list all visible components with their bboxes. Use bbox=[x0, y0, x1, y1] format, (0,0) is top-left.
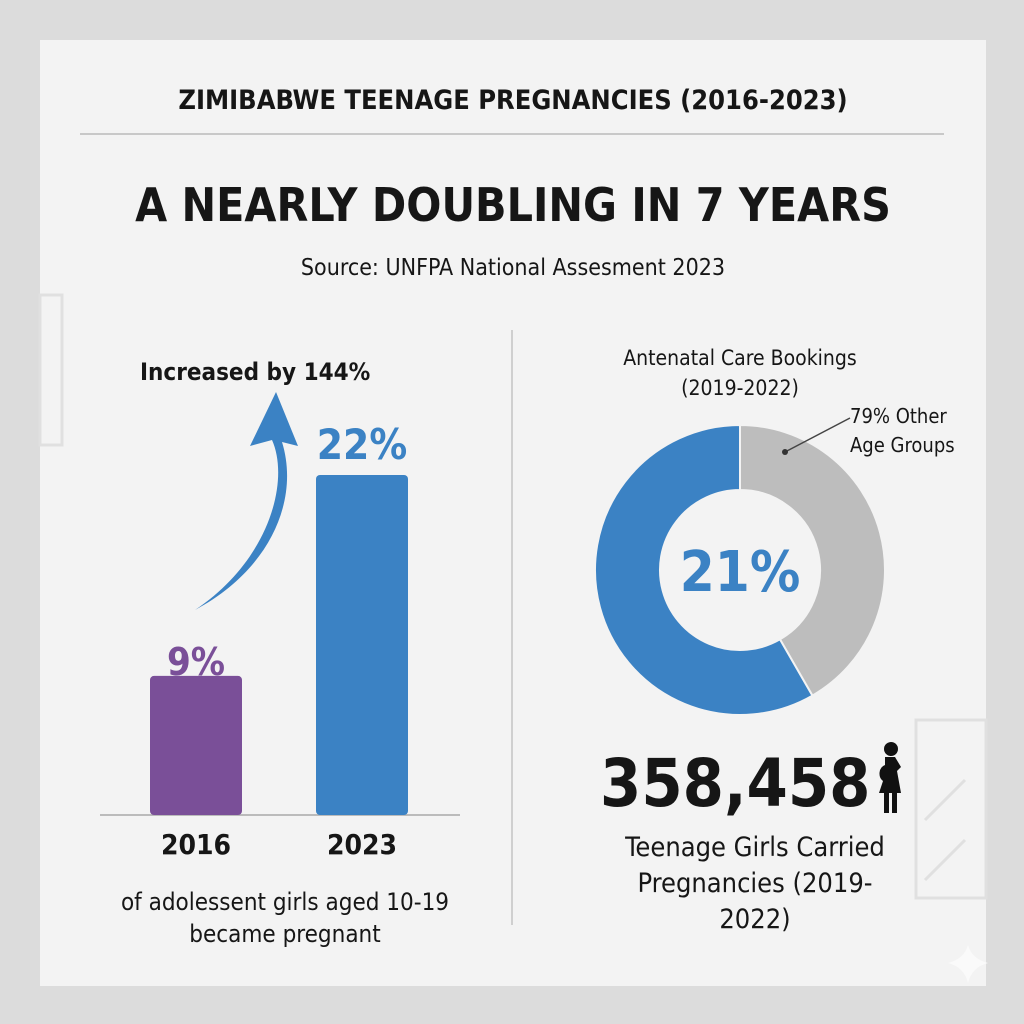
donut-center-value: 21% bbox=[679, 540, 801, 605]
leader-line bbox=[784, 417, 851, 453]
headline: A NEARLY DOUBLING IN 7 YEARS bbox=[135, 178, 891, 232]
donut-title: Antenatal Care Bookings (2019-2022) bbox=[623, 346, 857, 400]
bar-caption: of adolessent girls aged 10-19 became pr… bbox=[120, 888, 450, 948]
donut-other-label: 79% Other Age Groups bbox=[850, 404, 955, 457]
sparkle-icon bbox=[948, 945, 988, 983]
x-tick-2016: 2016 bbox=[160, 828, 232, 861]
increase-arrow-icon bbox=[195, 392, 298, 610]
page-title: ZIMIBABWE TEENAGE PREGNANCIES (2016-2023… bbox=[178, 85, 848, 116]
pregnant-woman-icon bbox=[879, 742, 901, 813]
leader-dot bbox=[782, 449, 788, 455]
bar-label-2016: 9% bbox=[166, 640, 226, 684]
x-tick-2023: 2023 bbox=[326, 828, 398, 861]
stat-number: 358,458 bbox=[600, 745, 871, 822]
bar-label-2023: 22% bbox=[316, 420, 408, 469]
increase-annotation: Increased by 144% bbox=[140, 358, 371, 386]
decorative-pattern bbox=[38, 293, 988, 900]
donut-slice-teen bbox=[594, 423, 814, 716]
donut-slice-other bbox=[739, 423, 886, 697]
bar-2023 bbox=[316, 475, 408, 815]
bar-2016 bbox=[150, 675, 242, 815]
stat-label: Teenage Girls Carried Pregnancies (2019-… bbox=[625, 832, 885, 935]
source-text: Source: UNFPA National Assesment 2023 bbox=[300, 255, 726, 281]
